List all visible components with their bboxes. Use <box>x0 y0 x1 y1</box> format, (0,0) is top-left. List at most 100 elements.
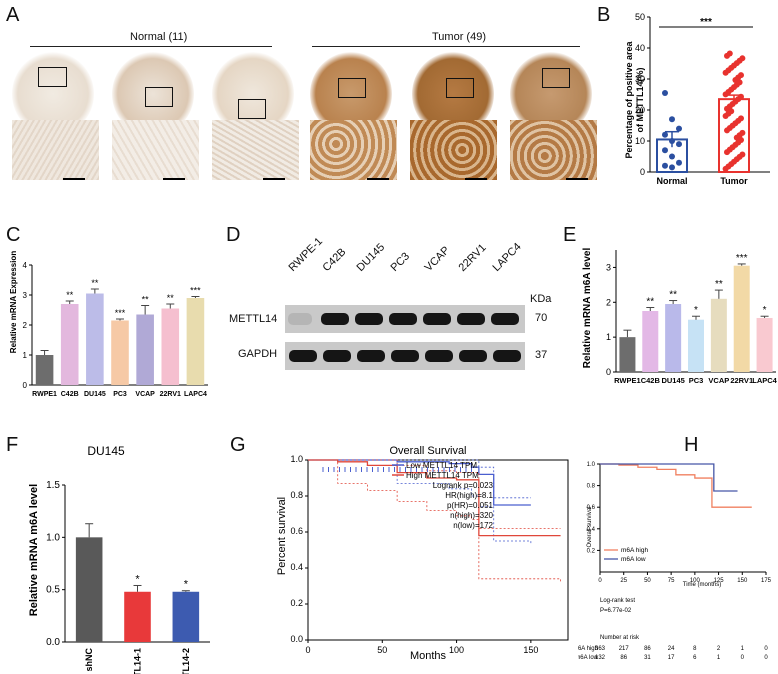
x-tick-label: 75 <box>668 578 675 584</box>
blot-lane-label: RWPE-1 <box>286 235 326 274</box>
bar-pc3 <box>111 320 129 385</box>
x-tick-label: 150 <box>737 578 748 584</box>
tumor-zoom-image <box>310 120 397 180</box>
y-tick-label: 30 <box>635 74 645 84</box>
x-tick-label: PC3 <box>113 391 127 398</box>
tumor-zoom-image <box>410 120 497 180</box>
panel-label-d: D <box>226 224 241 246</box>
x-tick-label: PC3 <box>689 376 704 385</box>
y-tick-label: 3 <box>606 262 611 272</box>
y-tick-label: 0.5 <box>46 585 60 596</box>
data-point-tumor <box>738 115 744 122</box>
kda-label: KDa <box>530 293 552 305</box>
data-point-normal <box>669 116 675 123</box>
stat-text: Logrank p=0.023 <box>433 481 494 490</box>
bar-c42b <box>642 311 659 372</box>
bar-lapc4 <box>756 317 773 372</box>
y-tick-label: 1 <box>606 332 611 342</box>
y-tick-label: 50 <box>635 12 645 22</box>
x-tick-label: 0 <box>598 578 602 584</box>
data-point-normal <box>669 153 675 160</box>
y-tick-label: 40 <box>635 43 645 53</box>
chart-h-ylabel: Overall survival <box>587 506 593 547</box>
data-point-normal <box>662 89 668 96</box>
blot-row-kda-gapdh: 37 <box>535 349 548 361</box>
blot-band <box>357 350 385 362</box>
zoom-region-box <box>542 68 570 88</box>
data-point-normal <box>662 162 668 169</box>
y-tick-label: 0.6 <box>290 526 303 536</box>
blot-band <box>391 350 419 362</box>
chart-h: Overall survival Time (months) Log-rank … <box>578 462 772 661</box>
bar-pc3 <box>688 319 704 372</box>
y-tick-label: 0.6 <box>587 505 596 511</box>
y-tick-label: 4 <box>23 261 28 270</box>
risk-count: 86 <box>644 646 651 652</box>
significance-mark: ** <box>167 293 175 303</box>
chart-h-test: Log-rank test <box>600 598 635 604</box>
stat-text: p(HR)=0.051 <box>447 501 494 510</box>
y-tick-label: 0 <box>640 167 645 177</box>
risk-count: 24 <box>668 646 675 652</box>
y-tick-label: 0.2 <box>587 548 596 554</box>
blot-band <box>355 313 383 325</box>
blot-strip-mettl14 <box>285 305 525 333</box>
chart-f-plot: 0.0 0.5 1.0 1.5 shNC * shMETTL14-1 * shMETTL14-2 <box>46 480 210 674</box>
normal-zoom-image <box>212 120 299 180</box>
data-point-normal <box>662 147 668 154</box>
chart-f: DU145 Relative mRNA m6A level 0.0 0.5 1.0 1… <box>28 444 210 674</box>
scale-bar <box>163 178 185 180</box>
zoom-region-box <box>238 99 266 119</box>
y-tick-label: 1.0 <box>290 454 303 464</box>
y-tick-label: 1 <box>23 351 28 360</box>
x-tick-label: 175 <box>761 578 772 584</box>
risk-count: 1 <box>741 646 745 652</box>
bar-c42b <box>60 304 79 385</box>
normal-zoom-image <box>112 120 199 180</box>
scale-bar <box>263 178 285 180</box>
significance-mark: * <box>694 305 698 316</box>
survival-curve-m6a-high <box>600 463 752 508</box>
risk-count: 86 <box>620 655 627 661</box>
x-tick-label: 150 <box>523 645 538 655</box>
significance-mark: ** <box>646 297 654 308</box>
data-point-normal <box>676 141 682 148</box>
risk-count: 363 <box>595 646 606 652</box>
bar-rwpe1 <box>619 337 636 372</box>
y-tick-label: 3 <box>23 291 28 300</box>
blot-band <box>491 313 519 325</box>
risk-count: 8 <box>693 646 697 652</box>
x-tick-label: 50 <box>377 645 387 655</box>
stat-text: HR(high)=8.1 <box>445 491 493 500</box>
confidence-band <box>308 459 532 545</box>
y-tick-label: 0.0 <box>46 637 60 648</box>
survival-curve-high-mettl14-tpm <box>308 459 561 537</box>
blot-band <box>323 350 351 362</box>
bar-vcap <box>710 298 727 372</box>
chart-h-xlabel: Time (months) <box>683 582 721 588</box>
x-tick-label: C42B <box>641 376 661 385</box>
stat-text: n(low)=172 <box>453 521 493 530</box>
blot-band <box>289 350 317 362</box>
x-tick-label: 100 <box>449 645 464 655</box>
x-tick-label: DU145 <box>661 376 684 385</box>
x-tick-label: 22RV1 <box>160 391 181 398</box>
chart-b-plot: 0 10 20 30 40 50 Normal Tumor <box>635 12 770 186</box>
chart-b-ylabel-1: Percentage of positive area <box>624 40 634 158</box>
chart-b-significance: *** <box>700 17 712 28</box>
legend-entry: m6A low <box>621 556 646 563</box>
significance-mark: *** <box>115 308 126 318</box>
blot-row-name-gapdh: GAPDH <box>238 348 278 360</box>
blot-band <box>321 313 349 325</box>
risk-row-label: m6A high <box>578 646 598 652</box>
x-tick-label: VCAP <box>135 391 155 398</box>
x-tick-label: 0 <box>305 645 310 655</box>
bar-du145 <box>665 304 682 372</box>
y-tick-label: 0.8 <box>587 484 596 490</box>
data-point-tumor <box>739 55 746 62</box>
scale-bar <box>367 178 389 180</box>
bar-shmettl14-2 <box>172 591 200 642</box>
significance-mark: ** <box>91 278 99 288</box>
risk-count: 6 <box>693 655 697 661</box>
